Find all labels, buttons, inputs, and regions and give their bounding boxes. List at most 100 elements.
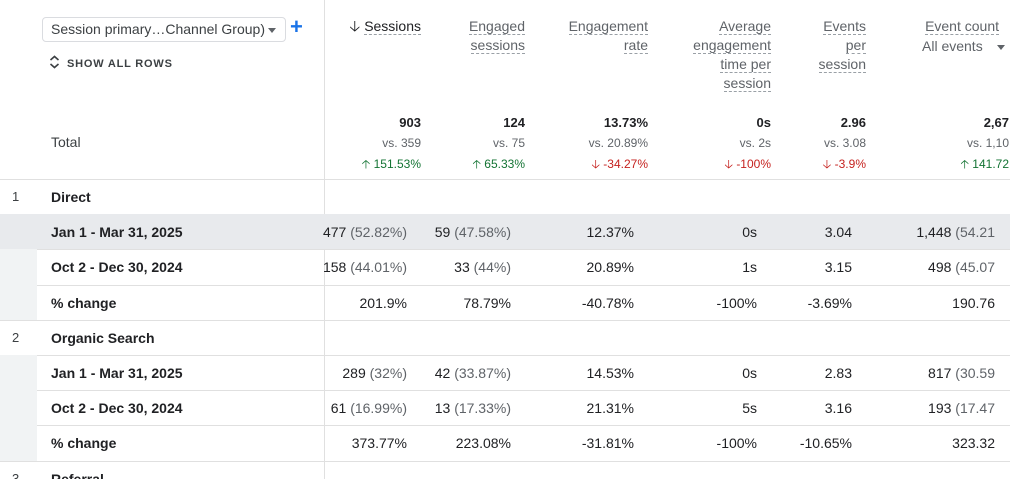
table-row[interactable]: % change 373.77% 223.08% -31.81% -100% -10.65… xyxy=(0,425,1010,460)
total-sessions-value: 903 xyxy=(399,115,421,130)
row-divider xyxy=(0,179,1010,180)
cell-percent: (33.87%) xyxy=(454,365,511,381)
cell-percent: (52.82%) xyxy=(350,224,407,241)
cell-value: -100% xyxy=(716,435,757,452)
cell-value: 323.32 xyxy=(952,435,995,452)
avgtime-header-line1: Average xyxy=(719,18,771,35)
event-count-header-label: Event count xyxy=(925,18,999,35)
group-row[interactable]: 2 Organic Search xyxy=(0,320,1010,355)
engagement-rate-header[interactable]: Engagement rate xyxy=(568,17,648,55)
cell-engrate: -40.78% xyxy=(582,295,634,311)
total-event-count-value: 2,67 xyxy=(983,115,1009,130)
cell-engaged: 13 (17.33%) xyxy=(435,400,511,416)
cell-value: 3.04 xyxy=(824,224,852,241)
cell-percent: (32%) xyxy=(369,365,407,381)
events-per-header-line2: per xyxy=(845,37,866,54)
cell-percent: (30.59 xyxy=(955,365,995,381)
cell-value: 477 xyxy=(322,224,347,241)
cell-event-count: 193 (17.47 xyxy=(928,400,995,416)
avg-engagement-time-header[interactable]: Average engagement time per session xyxy=(693,17,771,93)
arrow-down-icon: 🡣 xyxy=(591,157,600,171)
events-per-session-header[interactable]: Events per session xyxy=(818,17,866,74)
total-engaged-value: 124 xyxy=(503,115,525,130)
row-label: Oct 2 - Dec 30, 2024 xyxy=(51,400,183,417)
arrow-up-icon: 🡡 xyxy=(960,157,969,171)
cell-value: 817 xyxy=(928,365,952,381)
cell-value: 21.31% xyxy=(586,400,634,417)
arrow-down-icon: 🡣 xyxy=(724,157,733,171)
total-event-count: 2,67 vs. 1,10 🡡 141.72 xyxy=(900,115,1009,175)
total-event-count-vs: vs. 1,10 xyxy=(966,136,1009,150)
event-filter-label: All events xyxy=(922,38,983,54)
avgtime-header-line2: engagement xyxy=(693,37,771,54)
cell-sessions: 289 (32%) xyxy=(342,365,407,381)
cell-value: 498 xyxy=(928,259,952,276)
row-label: % change xyxy=(51,294,117,311)
row-label: Oct 2 - Dec 30, 2024 xyxy=(51,259,183,276)
row-gutter xyxy=(0,249,37,285)
total-avgtime: 0s vs. 2s 🡣 -100% xyxy=(660,115,771,175)
table-row[interactable]: Oct 2 - Dec 30, 2024 158 (44.01%) 33 (44%)… xyxy=(0,249,1010,284)
group-name: Organic Search xyxy=(51,329,155,346)
cell-engrate: -31.81% xyxy=(582,435,634,451)
group-row[interactable]: 3 Referral xyxy=(0,461,1010,479)
event-filter-select[interactable]: All events xyxy=(922,37,1005,56)
cell-value: 0s xyxy=(742,365,757,381)
table-row[interactable]: Jan 1 - Mar 31, 2025 477 (52.82%) 59 (47.5… xyxy=(0,214,1010,250)
row-gutter xyxy=(0,355,37,391)
row-label: Jan 1 - Mar 31, 2025 xyxy=(51,365,183,381)
table-row[interactable]: Oct 2 - Dec 30, 2024 61 (16.99%) 13 (17.33… xyxy=(0,390,1010,425)
cell-event-count: 498 (45.07 xyxy=(928,259,995,275)
cell-engrate: 20.89% xyxy=(587,259,634,275)
cell-events-per: 3.04 xyxy=(825,224,852,240)
cell-avgtime: 5s xyxy=(742,400,757,416)
row-divider xyxy=(0,284,1010,286)
group-row[interactable]: 1 Direct xyxy=(0,179,1010,214)
cell-sessions: 61 (16.99%) xyxy=(331,400,407,416)
cell-event-count: 190.76 xyxy=(952,295,995,311)
table-row[interactable]: Jan 1 - Mar 31, 2025 289 (32%) 42 (33.87%)… xyxy=(0,355,1010,390)
cell-event-count: 817 (30.59 xyxy=(928,365,995,381)
cell-engaged: 33 (44%) xyxy=(454,259,511,275)
row-divider xyxy=(0,249,1010,251)
cell-avgtime: -100% xyxy=(717,435,757,451)
row-index: 3 xyxy=(12,470,20,479)
total-engrate: 13.73% vs. 20.89% 🡣 -34.27% xyxy=(540,115,648,175)
dropdown-caret-icon xyxy=(996,44,1005,50)
engaged-header-line1: Engaged xyxy=(468,18,525,35)
cell-value: 193 xyxy=(928,400,952,417)
table-row[interactable]: % change 201.9% 78.79% -40.78% -100% -3.69% 19… xyxy=(0,285,1010,320)
cell-value: 78.79% xyxy=(463,294,511,311)
row-gutter xyxy=(0,425,37,461)
cell-value: 158 xyxy=(322,259,347,276)
cell-engrate: 21.31% xyxy=(587,400,634,416)
dimension-select[interactable]: Session primary…Channel Group) xyxy=(42,17,286,42)
cell-value: -100% xyxy=(716,294,757,311)
cell-events-per: 3.15 xyxy=(825,259,852,275)
cell-engaged: 59 (47.58%) xyxy=(435,224,511,240)
cell-value: 190.76 xyxy=(952,294,995,311)
total-events-per-change: 🡣 -3.9% xyxy=(822,157,866,171)
cell-value: 42 xyxy=(434,365,451,381)
cell-value: 3.15 xyxy=(824,259,852,276)
total-avgtime-change: 🡣 -100% xyxy=(724,157,771,171)
row-gutter xyxy=(0,390,37,426)
event-count-header[interactable]: Event count xyxy=(925,17,999,36)
avgtime-header-line4: session xyxy=(723,75,771,92)
events-per-header-line1: Events xyxy=(823,18,866,35)
cell-value: -10.65% xyxy=(799,435,852,452)
engrate-header-line1: Engagement xyxy=(568,18,648,35)
sessions-header[interactable]: 🡣 Sessions xyxy=(349,17,421,36)
group-name: Direct xyxy=(51,189,91,205)
cell-percent: (17.47 xyxy=(955,400,995,417)
add-dimension-icon[interactable]: + xyxy=(290,14,303,39)
cell-value: 59 xyxy=(434,224,451,241)
row-index: 2 xyxy=(12,329,20,345)
cell-engaged: 78.79% xyxy=(464,295,511,311)
total-events-per: 2.96 vs. 3.08 🡣 -3.9% xyxy=(785,115,866,175)
cell-engrate: 14.53% xyxy=(587,365,634,381)
total-engrate-change: 🡣 -34.27% xyxy=(591,157,648,171)
dimension-select-label: Session primary…Channel Group) xyxy=(51,21,265,37)
avgtime-header-line3: time per xyxy=(720,56,771,73)
engaged-sessions-header[interactable]: Engaged sessions xyxy=(468,17,525,55)
